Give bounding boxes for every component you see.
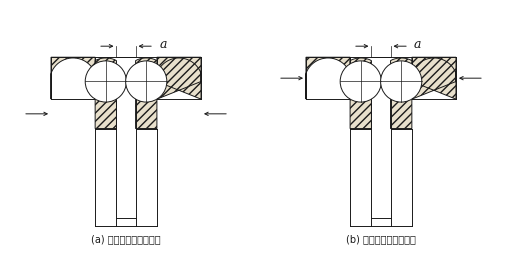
Circle shape: [126, 61, 167, 102]
Polygon shape: [306, 57, 350, 99]
Polygon shape: [157, 57, 201, 99]
Polygon shape: [412, 57, 456, 99]
Polygon shape: [390, 58, 412, 129]
Circle shape: [85, 61, 126, 102]
Circle shape: [340, 61, 381, 102]
Text: (a) 修磨轴承内圈的内侧: (a) 修磨轴承内圈的内侧: [91, 234, 161, 244]
Circle shape: [381, 61, 422, 102]
Text: a: a: [414, 38, 421, 51]
Polygon shape: [51, 57, 95, 99]
Polygon shape: [135, 58, 157, 129]
Text: (b) 修磨轴承外圈的内侧: (b) 修磨轴承外圈的内侧: [346, 234, 416, 244]
Polygon shape: [95, 58, 117, 129]
Polygon shape: [350, 58, 372, 129]
Text: a: a: [159, 38, 167, 51]
